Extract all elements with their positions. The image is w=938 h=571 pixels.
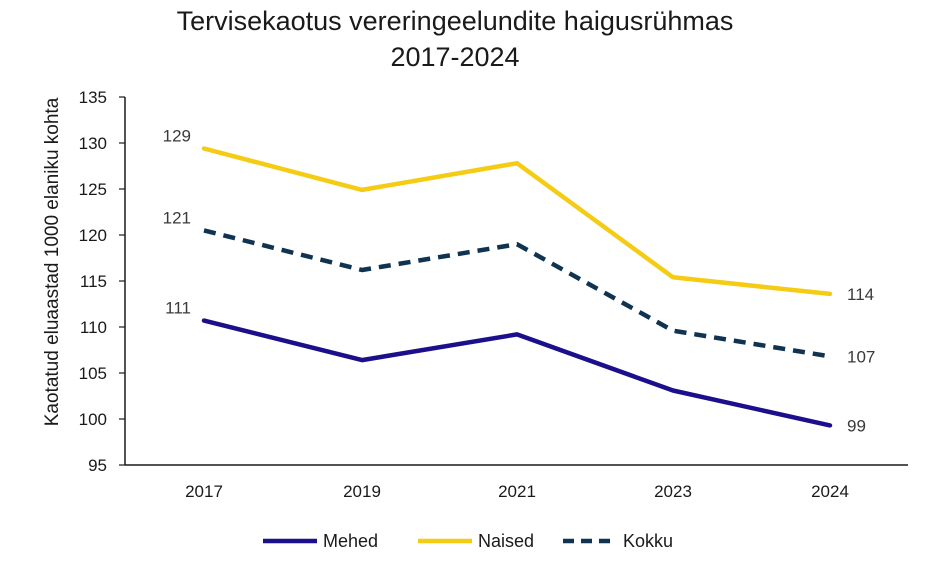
y-tick-label: 105 [79,364,107,383]
axes: 95 100 105 110 115 120 125 130 135 2017 2019 2021 20… [79,88,908,501]
series-line-mehed [201,318,833,428]
data-labels: 111 99 129 114 121 107 [163,127,876,436]
y-tick-label: 100 [79,410,107,429]
x-tick-label: 2021 [498,482,536,501]
series-line-kokku [203,228,831,359]
y-tick-label: 125 [79,180,107,199]
y-tick-label: 110 [80,318,107,337]
y-tick-label: 115 [80,272,107,291]
data-label: 99 [847,416,866,435]
y-axis-label: Kaotatud eluaastad 1000 elaniku kohta [42,97,63,426]
x-tick-label: 2024 [811,482,849,501]
data-label: 129 [163,127,191,146]
x-tick-label: 2017 [185,482,223,501]
legend-label-kokku: Kokku [623,531,673,551]
data-label: 111 [165,299,191,318]
y-tick-label: 120 [79,226,107,245]
x-tick-label: 2019 [343,482,381,501]
chart-title-line-1: Tervisekaotus vereringeelundite haigusrü… [177,6,734,36]
legend-label-naised: Naised [478,531,534,551]
series-layer [201,146,833,428]
series-line-naised [201,146,833,297]
y-tick-label: 130 [79,134,107,153]
legend-label-mehed: Mehed [323,531,378,551]
data-label: 121 [163,208,191,227]
y-tick-label: 135 [79,88,107,107]
y-tick-label: 95 [88,456,107,475]
data-label: 114 [847,285,874,304]
data-label: 107 [847,347,875,366]
chart-title-line-2: 2017-2024 [390,42,519,72]
x-tick-label: 2023 [654,482,692,501]
legend: Mehed Naised Kokku [263,531,673,551]
